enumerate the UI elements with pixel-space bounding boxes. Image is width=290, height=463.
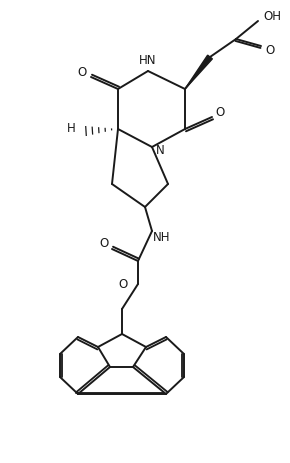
Text: O: O: [215, 106, 225, 119]
Polygon shape: [185, 56, 212, 90]
Text: H: H: [67, 122, 76, 135]
Text: O: O: [265, 44, 274, 56]
Text: O: O: [77, 65, 87, 78]
Text: O: O: [99, 237, 109, 250]
Text: O: O: [119, 278, 128, 291]
Text: HN: HN: [139, 53, 157, 66]
Text: OH: OH: [263, 9, 281, 22]
Text: N: N: [156, 144, 164, 157]
Text: NH: NH: [153, 231, 171, 244]
